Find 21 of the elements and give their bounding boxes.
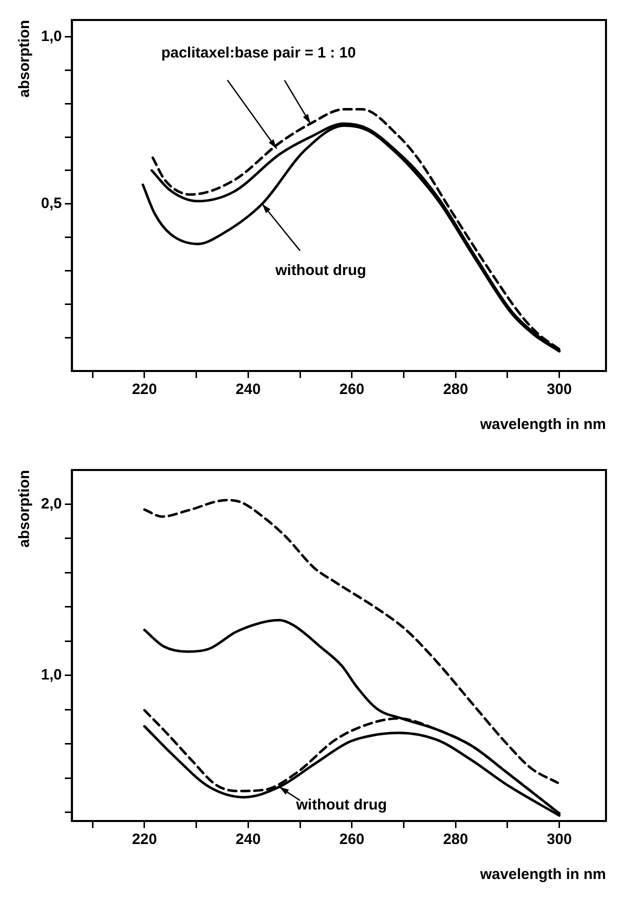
y-tick-label: 0,5 (40, 195, 62, 212)
x-tick-label: 240 (236, 381, 261, 398)
x-tick-label: 260 (339, 831, 364, 848)
x-tick-label: 220 (132, 831, 157, 848)
annotation: without drug (274, 262, 366, 279)
y-tick-label: 1,0 (40, 28, 62, 45)
x-axis-title: wavelength in nm (479, 416, 606, 434)
x-tick-label: 260 (339, 381, 364, 398)
y-tick-label: 1,0 (40, 666, 62, 684)
annotation: without drug (295, 796, 387, 814)
y-axis-title: absorption (16, 470, 34, 548)
x-tick-label: 300 (546, 831, 572, 848)
x-tick-label: 240 (236, 831, 261, 848)
x-tick-label: 300 (546, 381, 572, 398)
x-axis-title: wavelength in nm (479, 866, 606, 884)
x-tick-label: 280 (443, 831, 468, 848)
y-tick-label: 2,0 (40, 495, 62, 512)
y-axis-title: absorption (16, 20, 34, 98)
x-tick-label: 220 (132, 381, 157, 398)
x-tick-label: 280 (443, 381, 468, 398)
annotation: paclitaxel:base pair = 1 : 10 (161, 44, 356, 62)
